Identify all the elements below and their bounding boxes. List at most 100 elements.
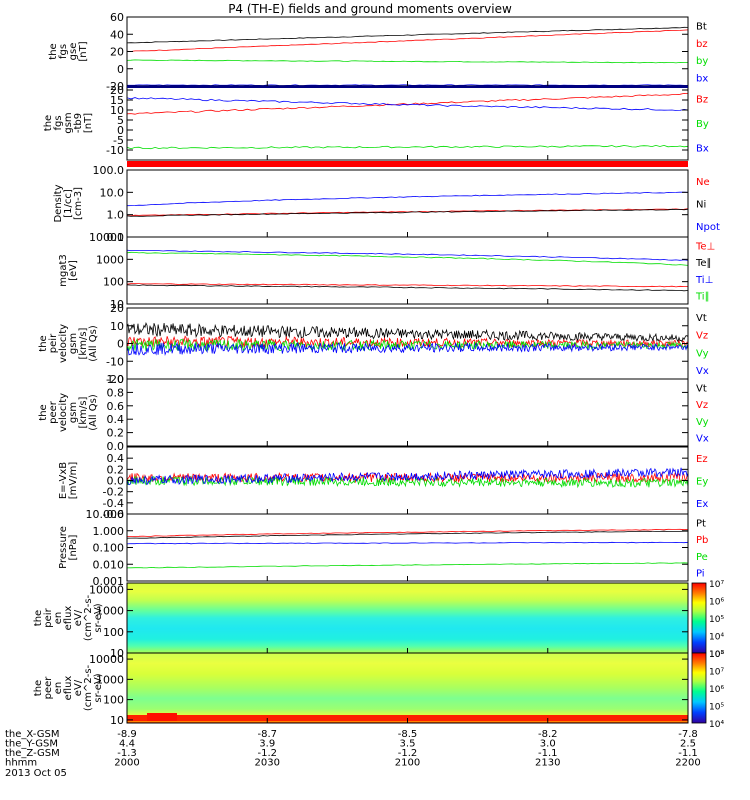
y-axis-label-line: [nT] <box>83 113 94 133</box>
time-axis-value: -8.5 <box>398 729 418 740</box>
y-tick-label: 0.100 <box>93 542 125 555</box>
y-axis-label-line: mgat3 <box>58 254 69 287</box>
legend-Vx: Vx <box>696 366 709 377</box>
series-line-Ni <box>126 208 689 217</box>
time-axis-value: -8.7 <box>257 729 277 740</box>
y-axis-label-line: the <box>33 680 44 696</box>
y-axis-label-line: gse <box>68 43 79 61</box>
legend-Vz: Vz <box>696 400 708 411</box>
y-axis-label-line: peer <box>43 676 54 700</box>
panel-frame <box>126 236 689 305</box>
panel-frame <box>126 513 689 582</box>
y-axis-label-line: [km/s] <box>78 396 89 428</box>
y-axis-label-line: the <box>38 335 49 351</box>
time-axis-value: 3.9 <box>259 739 275 750</box>
time-axis-value: -1.2 <box>257 748 277 759</box>
series-line-Ti⊥ <box>126 249 689 261</box>
y-tick-label: 0.1 <box>107 231 125 244</box>
legend-Bt: Bt <box>696 22 707 33</box>
y-tick-label: 10 <box>110 104 124 117</box>
y-tick-label: 10000 <box>89 653 124 666</box>
time-axis-value: 2030 <box>255 758 280 769</box>
series-line-Te∥ <box>126 284 689 292</box>
colorbar <box>691 652 707 724</box>
y-tick-label: 0.2 <box>107 427 125 440</box>
y-axis-label-line: Density <box>53 184 64 222</box>
time-axis-value: -1.1 <box>678 748 698 759</box>
y-axis-label-line: [mV/m] <box>68 462 79 500</box>
y-tick-label: 15 <box>110 94 124 107</box>
y-tick-label: 100.0 <box>93 164 125 177</box>
time-axis-value: 2100 <box>395 758 420 769</box>
y-axis-label-line: fgs <box>58 44 69 59</box>
y-axis-label-line: [cm-3] <box>73 187 84 220</box>
y-axis-label-line: the <box>33 610 44 626</box>
legend-Pi: Pi <box>696 569 705 580</box>
y-tick-label: -10 <box>106 144 124 157</box>
legend-Vt: Vt <box>696 383 707 394</box>
y-tick-label: 10 <box>110 298 124 311</box>
y-tick-label: 0.4 <box>107 452 125 465</box>
legend-by: by <box>696 56 708 67</box>
panel-frame <box>126 169 689 238</box>
y-tick-label: -5 <box>113 134 124 147</box>
legend-Bz: Bz <box>696 94 708 105</box>
series-line-Bx <box>126 97 689 111</box>
y-axis-label-line: eflux <box>63 676 74 701</box>
y-tick-label: 10000 <box>89 583 124 596</box>
y-tick-label: 100 <box>103 694 124 707</box>
series-line-Pe <box>126 562 689 569</box>
legend-Te⊥: Te⊥ <box>695 241 715 252</box>
legend-Te∥: Te∥ <box>695 258 712 269</box>
series-line-Te⊥ <box>126 283 689 288</box>
y-axis-label-line: [eV] <box>68 260 79 281</box>
legend-Ey: Ey <box>696 477 708 488</box>
spectrogram-fill <box>127 653 688 723</box>
series-line-Vt <box>126 322 689 343</box>
panel-6: 1.00.80.60.40.20.0 the peer velocity gsm [km/… <box>38 373 709 453</box>
y-tick-label: 1.0 <box>107 373 125 386</box>
y-axis-label-line: gsm <box>68 333 79 354</box>
panel-8: 10.000 1.000 0.100 0.010 0.001 Pressure [nPa] P… <box>58 508 708 588</box>
panel-9: 10⁷ 10⁶ 10⁵ 10⁴ 10³ 10000 1000 100 10 the peir en ef… <box>33 580 724 660</box>
legend-Ni: Ni <box>696 200 706 211</box>
y-axis-label-line: the <box>43 115 54 131</box>
time-axis-value: 4.4 <box>119 739 135 750</box>
y-axis-label-line: the <box>38 404 49 420</box>
legend-Pb: Pb <box>696 535 708 546</box>
time-axis-value: -8.2 <box>538 729 558 740</box>
legend-Ne: Ne <box>696 177 710 188</box>
legend-Npot: Npot <box>696 222 720 233</box>
y-axis-label-line: sr-eV) <box>93 673 104 702</box>
y-axis-label-line: sr-eV) <box>93 603 104 632</box>
panel-4: 10000 1000 100 10 mgat3 [eV] Te⊥ Te∥ Ti⊥ Ti∥ <box>58 231 715 311</box>
time-axis-value: 3.0 <box>540 739 556 750</box>
y-tick-label: 20 <box>110 302 124 315</box>
time-axis-value: 3.5 <box>400 739 416 750</box>
y-tick-label: -20 <box>106 373 124 386</box>
series-line-Pb <box>126 528 689 537</box>
y-axis-label-line: velocity <box>58 393 69 432</box>
y-tick-label: 10 <box>110 320 124 333</box>
legend-Ex: Ex <box>696 499 708 510</box>
y-tick-label: -0.6 <box>103 508 124 521</box>
legend-Ti∥: Ti∥ <box>695 292 710 303</box>
series-line-Ti∥ <box>126 251 689 266</box>
time-axis-row-label: the_Y-GSM <box>5 739 58 750</box>
colorbar-tick-label: 10⁶ <box>709 598 724 608</box>
panel-1: 60 40 20 0 -20 the fgs gse [nT] Bt bz by bx <box>48 11 708 93</box>
panel-5: 20 10 0 -10 -20 the peir velocity gsm [km/s] (All … <box>38 302 709 386</box>
y-axis-label-line: the <box>48 43 59 59</box>
y-tick-label: 60 <box>110 11 124 24</box>
y-axis-label-line: peir <box>48 333 59 353</box>
y-tick-label: 10.0 <box>100 186 125 199</box>
time-axis-value: 2130 <box>535 758 560 769</box>
y-tick-label: 10.000 <box>86 508 125 521</box>
time-axis-value: -1.3 <box>117 748 137 759</box>
y-tick-label: 20 <box>110 84 124 97</box>
y-axis-label-line: peer <box>48 400 59 424</box>
legend-Vz: Vz <box>696 331 708 342</box>
time-axis-value: 2.5 <box>680 739 696 750</box>
y-axis-label-line: [km/s] <box>78 327 89 359</box>
